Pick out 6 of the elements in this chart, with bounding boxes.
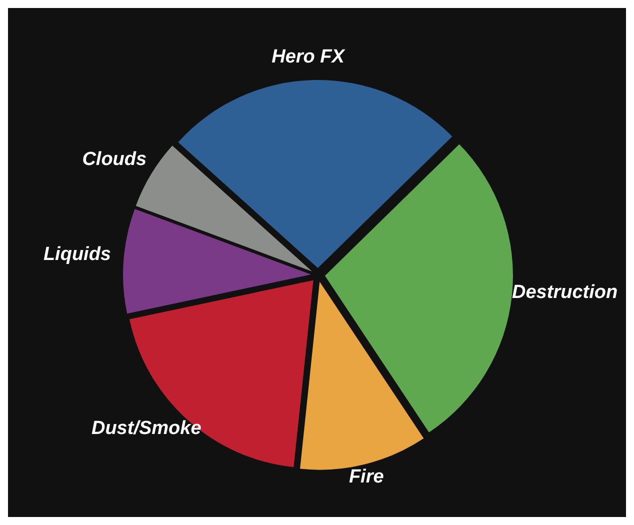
slice-label: Hero FX (272, 46, 346, 68)
slice-label: Destruction (512, 282, 618, 303)
slice-label: Clouds (82, 149, 147, 170)
slice-label: Fire (348, 466, 384, 488)
slice-label: Liquids (43, 244, 112, 265)
slice-label: Dust/Smoke (91, 418, 202, 439)
